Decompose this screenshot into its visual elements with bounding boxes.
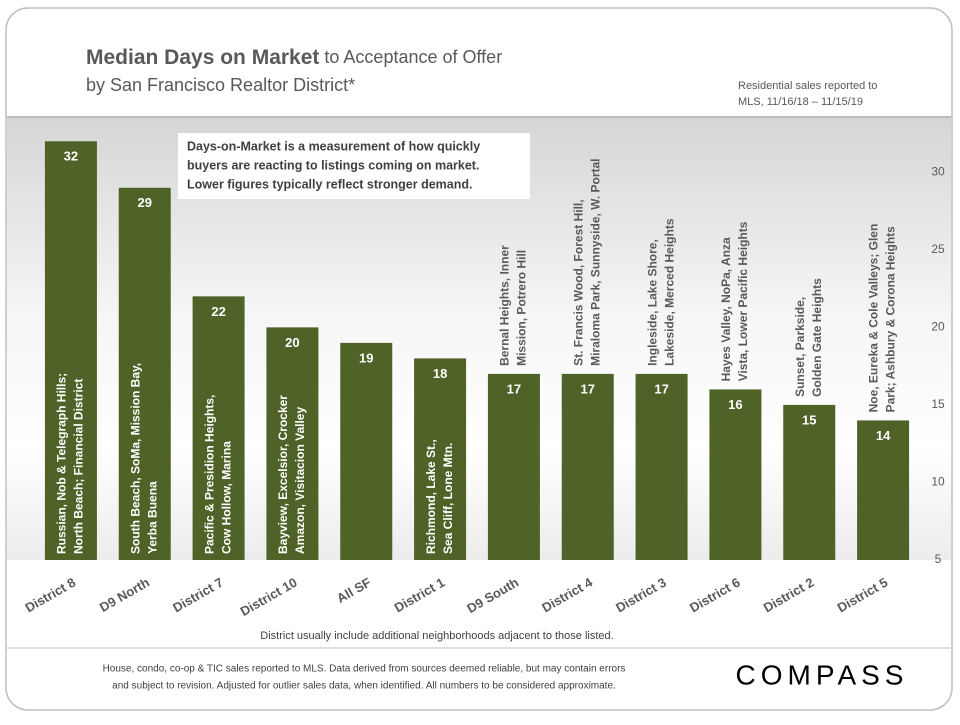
footer-text: and subject to revision. Adjusted for ou… (112, 681, 616, 692)
y-tick-label: 10 (931, 475, 945, 489)
neighborhood-label: Miraloma Park, Sunnyside, W. Portal (588, 158, 602, 365)
y-tick-label: 25 (931, 242, 945, 256)
neighborhood-label: Lakeside, Merced Heights (662, 218, 676, 366)
bar (414, 358, 467, 560)
neighborhood-label: Sunset, Parkside, (793, 297, 807, 397)
bar (118, 187, 171, 560)
bar (857, 420, 910, 560)
bar (783, 404, 836, 560)
bar (487, 373, 540, 560)
bar (635, 373, 688, 560)
source-note: Residential sales reported to (738, 80, 877, 92)
bar (561, 373, 614, 560)
source-note: MLS, 11/16/18 – 11/15/19 (738, 96, 863, 108)
neighborhood-label: St. Francis Wood, Forest Hill, (571, 199, 585, 365)
neighborhood-label: South Beach, SoMa, Mission Bay, (128, 363, 142, 554)
neighborhood-label: Pacific & Presidion Heights, (202, 395, 216, 554)
neighborhood-label: Bayview, Excelsior, Crocker (276, 395, 290, 554)
neighborhood-label: Yerba Buena (145, 481, 159, 554)
brand-logo: COMPASS (736, 659, 909, 690)
value-label: 16 (728, 397, 742, 412)
chart-title-suffix: to Acceptance of Offer (324, 47, 502, 67)
value-label: 29 (138, 195, 152, 210)
bar (44, 141, 97, 560)
value-label: 14 (876, 428, 891, 443)
annotation: buyers are reacting to listings coming o… (187, 158, 479, 172)
y-tick-label: 30 (931, 164, 945, 178)
value-label: 22 (211, 304, 225, 319)
footer-text: House, condo, co-op & TIC sales reported… (103, 664, 626, 675)
neighborhood-label: Vista, Lower Pacific Heights (736, 221, 750, 381)
value-label: 18 (433, 366, 447, 381)
neighborhood-label: Mission, Potrero Hill (515, 250, 529, 366)
neighborhood-label: Park; Ashbury & Corona Heights (884, 226, 898, 413)
value-label: 17 (581, 381, 595, 396)
annotation-box (178, 133, 530, 199)
annotation: Days-on-Market is a measurement of how q… (187, 139, 480, 153)
value-label: 15 (802, 412, 816, 427)
neighborhood-label: Cow Hollow, Marina (219, 441, 233, 554)
bar (266, 327, 319, 560)
bar (709, 389, 762, 560)
neighborhood-label: Bernal Heights, Inner (498, 245, 512, 366)
chart-subtitle: by San Francisco Realtor District* (86, 75, 355, 95)
chart-title: Median Days on Market (86, 46, 319, 69)
neighborhood-label: Ingleside, Lake Shore, (645, 239, 659, 366)
annotation: Lower figures typically reflect stronger… (187, 177, 473, 191)
value-label: 17 (507, 381, 521, 396)
neighborhood-label: North Beach; Financial District (72, 379, 86, 554)
neighborhood-label: Hayes Valley, NoPa, Anza (719, 237, 733, 381)
value-label: 20 (285, 335, 299, 350)
y-tick-label: 15 (931, 397, 945, 411)
neighborhood-label: Amazon, Visitacion Valley (293, 407, 307, 554)
neighborhood-label: Sea Cliff, Lone Mtn. (441, 443, 455, 554)
axis-note: District usually include additional neig… (260, 630, 613, 642)
bar (340, 342, 393, 560)
neighborhood-label: Golden Gate Heights (810, 278, 824, 397)
y-tick-label: 5 (935, 552, 942, 566)
y-tick-label: 20 (931, 320, 945, 334)
neighborhood-label: Richmond, Lake St., (424, 439, 438, 554)
value-label: 32 (64, 149, 78, 164)
value-label: 19 (359, 350, 373, 365)
value-label: 17 (654, 381, 668, 396)
neighborhood-label: Russian, Nob & Telegraph Hills; (55, 373, 69, 554)
neighborhood-label: Noe, Eureka & Cole Valleys; Glen (867, 224, 881, 413)
bar (192, 296, 245, 560)
chart-title-line: Median Days on Market to Acceptance of Of… (86, 46, 502, 69)
